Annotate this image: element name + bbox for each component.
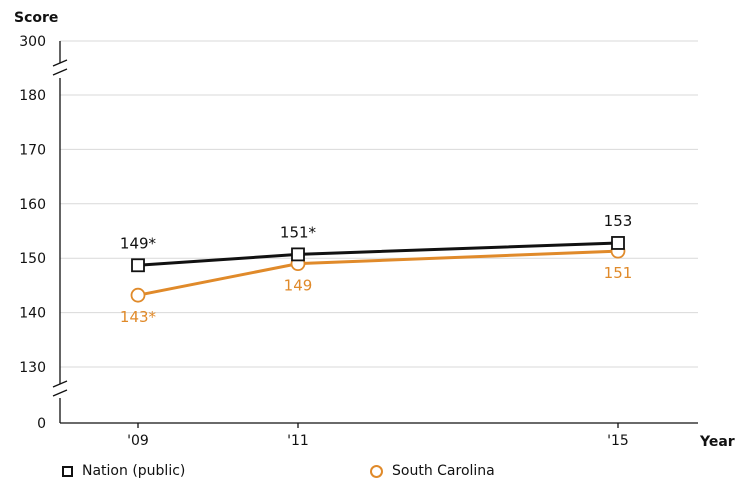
legend-item-south-carolina: South Carolina xyxy=(370,459,495,483)
axis-break-mark xyxy=(52,380,68,388)
y-tick-label: 300 xyxy=(19,34,46,50)
gridlines xyxy=(60,40,698,368)
square-marker-icon xyxy=(62,465,73,477)
circle-marker-icon xyxy=(370,464,383,478)
data-label: 153 xyxy=(604,212,633,230)
y-tick-label: 0 xyxy=(37,416,46,432)
y-tick-label: 170 xyxy=(19,142,46,158)
x-tick-label: '11 xyxy=(287,433,309,449)
axes xyxy=(52,41,698,428)
x-tick-label: '15 xyxy=(607,433,629,449)
axis-break-mark xyxy=(52,68,68,76)
axis-break-mark xyxy=(52,389,68,397)
x-tick-label: '09 xyxy=(127,433,149,449)
data-label: 143* xyxy=(120,308,157,326)
y-tick-label: 180 xyxy=(19,88,46,104)
data-point xyxy=(611,236,625,250)
legend-item-nation: Nation (public) xyxy=(62,459,185,483)
y-tick-label: 150 xyxy=(19,251,46,267)
y-tick-label: 160 xyxy=(19,197,46,213)
data-label: 151* xyxy=(280,223,317,241)
data-label: 151 xyxy=(604,264,633,282)
data-label: 149 xyxy=(284,277,313,295)
series-layer xyxy=(130,236,626,303)
y-axis-title: Score xyxy=(14,10,58,26)
axis-break-mark xyxy=(52,59,68,67)
y-tick-label: 130 xyxy=(19,360,46,376)
data-point xyxy=(131,258,145,273)
x-axis-title: Year xyxy=(699,434,735,450)
data-point xyxy=(291,247,305,262)
data-label: 149* xyxy=(120,234,157,252)
legend-label-nation: Nation (public) xyxy=(82,463,186,479)
data-labels: 149* 151* 153 143* 149 151 xyxy=(120,212,632,326)
y-tick-labels: 0 130 140 150 160 170 180 300 xyxy=(19,34,46,432)
data-point xyxy=(130,287,146,303)
legend-label-south-carolina: South Carolina xyxy=(392,463,495,479)
y-tick-label: 140 xyxy=(19,306,46,322)
x-tick-labels: '09 '11 '15 xyxy=(127,433,629,449)
